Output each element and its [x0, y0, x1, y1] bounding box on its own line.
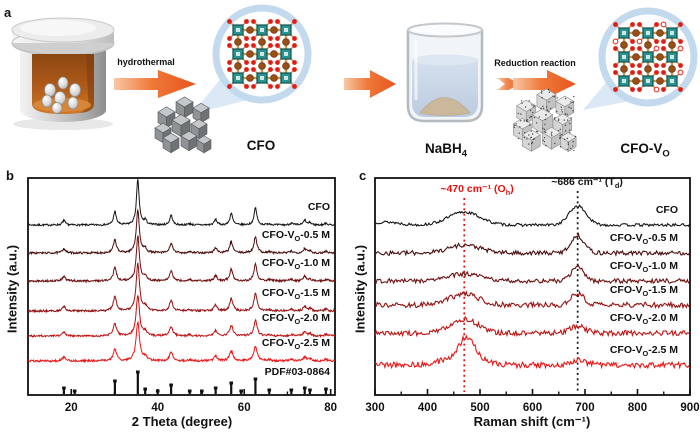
tick-label: 80 [324, 402, 337, 414]
tick-label: 40 [151, 402, 164, 414]
raman-annotation-470: ~470 cm⁻¹ (Oh) [440, 183, 514, 198]
panel-letter-b: b [6, 168, 14, 183]
tick-label: 60 [238, 402, 251, 414]
xrd-plot: 20 40 60 80 [27, 177, 337, 414]
raman-curve-label: CFO [655, 204, 678, 216]
raman-annotation-686: ~686 cm⁻¹ (Td) [551, 176, 623, 191]
arrow-reduction [497, 70, 576, 98]
raman-curve-label: CFO-VO-0.5 M [609, 232, 678, 247]
arrow-hydrothermal [114, 70, 196, 98]
xrd-curve-label: CFO-VO-2.5 M [261, 337, 330, 352]
plot-frame [27, 177, 336, 396]
tick-label: 600 [523, 402, 542, 414]
crystal-structure-cfo [227, 19, 297, 89]
raman-plot: 300 400 500 600 700 800 900 [365, 177, 700, 414]
xrd-curve-label: CFO-VO-1.0 M [261, 257, 330, 272]
schematic-drawing [11, 4, 698, 154]
panel-c-raman: c Intensity (a.u.) 300 400 500 600 700 800 900… [350, 165, 700, 437]
plot-frame [374, 177, 691, 396]
hydrothermal-label: hydrothermal [117, 57, 175, 67]
tick-label: 20 [65, 402, 78, 414]
xrd-curve-CFO-VO-2.0 M [27, 295, 336, 339]
autoclave-illustration [11, 17, 115, 130]
reduction-reaction-label: Reduction reaction [494, 58, 576, 68]
xrd-curve-label: CFO-VO-1.5 M [261, 287, 330, 302]
xrd-y-axis-label: Intensity (a.u.) [4, 244, 20, 334]
beaker-illustration [406, 22, 484, 123]
raman-curve-CFO-VO-1.5 M [374, 290, 690, 310]
tick-label: 500 [470, 402, 489, 414]
arrow-to-beaker [344, 70, 396, 98]
xrd-curve-CFO-VO-0.5 M [27, 208, 336, 256]
xrd-curve-CFO [27, 179, 336, 228]
cfo-particles [154, 96, 212, 154]
xrd-x-axis-label: 2 Theta (degree) [131, 414, 233, 429]
xrd-curve-CFO-VO-1.0 M [27, 235, 336, 284]
raman-curve-CFO-VO-2.0 M [374, 315, 690, 338]
raman-curve-CFO-VO-0.5 M [374, 232, 691, 257]
tick-label: 300 [365, 402, 384, 414]
raman-curve-label: CFO-VO-1.5 M [609, 284, 678, 299]
panel-a-schematic: a [0, 0, 700, 165]
raman-curve-CFO [374, 204, 691, 228]
xrd-curve-CFO-VO-2.5 M [28, 320, 336, 364]
panel-letter-a: a [4, 5, 12, 20]
xrd-reference-label: PDF#03-0864 [264, 366, 330, 378]
raman-curve-label: CFO-VO-1.0 M [609, 260, 678, 275]
cfo-label: CFO [246, 138, 276, 153]
raman-curve-CFO-VO-1.0 M [374, 264, 690, 285]
raman-y-axis-label: Intensity (a.u.) [352, 244, 368, 334]
xrd-curve-label: CFO-VO-0.5 M [261, 229, 330, 244]
tick-label: 400 [418, 402, 437, 414]
xrd-curve-CFO-VO-1.5 M [27, 262, 336, 314]
xrd-curve-label: CFO [307, 201, 330, 213]
raman-curve-label: CFO-VO-2.0 M [609, 312, 678, 327]
tick-label: 800 [628, 402, 647, 414]
tick-label: 900 [680, 402, 699, 414]
xrd-curve-label: CFO-VO-2.0 M [261, 312, 330, 327]
crystal-structure-cfo-vo [612, 21, 684, 93]
panel-b-xrd: b Intensity (a.u.) 20 40 60 80 2 Theta (deg… [0, 165, 350, 437]
nabh4-label: NaBH4 [424, 141, 468, 160]
raman-curve-label: CFO-VO-2.5 M [609, 344, 678, 359]
tick-label: 700 [575, 402, 594, 414]
cfo-vo-particles [512, 88, 577, 153]
raman-curve-CFO-VO-2.5 M [374, 334, 691, 370]
cfo-vo-label: CFO-VO [620, 141, 670, 160]
raman-x-axis-label: Raman shift (cm⁻¹) [473, 414, 591, 429]
panel-letter-c: c [359, 168, 367, 183]
